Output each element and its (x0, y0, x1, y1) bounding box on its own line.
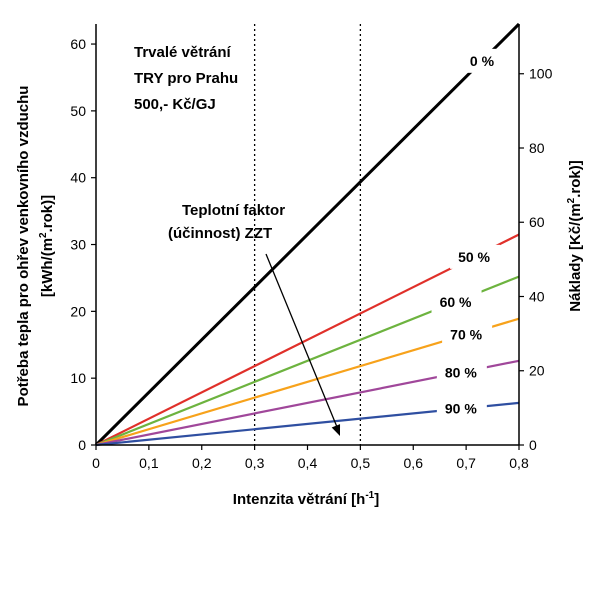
series-labels: 0 % 50 % 60 % 70 % 80 % 90 % (440, 53, 495, 417)
series-label-0: 0 % (470, 53, 495, 69)
x-tick-label-6: 0,6 (404, 455, 424, 471)
ticks: 0 0,1 0,2 0,3 0,4 0,5 0,6 0,7 0,8010203040506002… (70, 36, 552, 471)
y-tick-label-2: 20 (70, 303, 86, 319)
series-label-bg-2 (431, 289, 482, 314)
series-label-bg-0 (457, 48, 508, 73)
y-tick-label-6: 60 (70, 36, 86, 52)
y2-axis-title-pre: Náklady [Kč/(m (567, 203, 584, 311)
x-tick-label-1: 0,1 (139, 455, 159, 471)
y2-tick-label-0: 0 (529, 437, 537, 453)
series-label-5: 90 % (445, 401, 477, 417)
series-line-1 (95, 233, 520, 446)
y-axis-title-line-2-sup: 2 (38, 232, 49, 238)
series-label-bg-4 (436, 360, 487, 385)
x-tick-label-2: 0,2 (192, 455, 212, 471)
y-tick-label-4: 40 (70, 170, 86, 186)
y2-tick-label-4: 80 (529, 140, 545, 156)
x-tick-label-8: 0,8 (509, 455, 529, 471)
y-axis-title-line-1: Potřeba tepla pro ohřev venkovního vzduc… (15, 86, 32, 407)
x-tick-label-4: 0,4 (298, 455, 318, 471)
chart-title-line-3: 500,- Kč/GJ (134, 96, 216, 113)
x-axis-title-end: ] (374, 491, 379, 508)
x-tick-label-7: 0,7 (456, 455, 476, 471)
series-label-1: 50 % (458, 249, 490, 265)
annotation-arrow-shaft (265, 253, 338, 428)
series-lines (94, 22, 521, 447)
annotation-line-1: Teplotní faktor (182, 202, 285, 219)
y2-axis-title-sup: 2 (566, 197, 577, 203)
x-tick-label-0: 0 (92, 455, 100, 471)
y-axis-title-line-2-post: .rok)] (39, 195, 56, 233)
y2-axis-title: Náklady [Kč/(m2.rok)] (566, 160, 584, 311)
annotation-arrow-head (331, 424, 341, 436)
x-tick-label-5: 0,5 (351, 455, 371, 471)
y2-tick-label-2: 40 (529, 288, 545, 304)
y-axis-title-line-2-pre: [kWh/(m (39, 238, 56, 297)
reference-lines (253, 24, 362, 445)
y2-tick-label-5: 100 (529, 66, 553, 82)
annotation-line-2: (účinnost) ZZT (168, 225, 272, 242)
series-label-3: 70 % (450, 326, 482, 342)
series-label-bg-5 (436, 396, 487, 421)
y-tick-label-3: 30 (70, 237, 86, 253)
series-label-4: 80 % (445, 364, 477, 380)
series-label-2: 60 % (440, 294, 472, 310)
x-tick-label-3: 0,3 (245, 455, 265, 471)
series-line-0 (94, 22, 521, 447)
series-label-bg-1 (450, 244, 501, 269)
series-label-bg-3 (442, 322, 493, 347)
y2-axis-title-post: .rok)] (567, 160, 584, 198)
x-axis-title-sup: -1 (365, 490, 374, 501)
y-axis-title-line-2: [kWh/(m2.rok)] (38, 195, 56, 297)
x-axis-title-main: Intenzita větrání [h (233, 491, 366, 508)
y-tick-label-1: 10 (70, 370, 86, 386)
label-backgrounds (431, 48, 508, 421)
annotation-arrow (265, 253, 341, 436)
chart-title-line-1: Trvalé větrání (134, 44, 232, 61)
y-tick-label-5: 50 (70, 103, 86, 119)
y2-tick-label-1: 20 (529, 363, 545, 379)
y-tick-label-0: 0 (78, 437, 86, 453)
y2-tick-label-3: 60 (529, 214, 545, 230)
chart-title-line-2: TRY pro Prahu (134, 70, 238, 87)
x-axis-title: Intenzita větrání [h-1] (233, 490, 379, 508)
